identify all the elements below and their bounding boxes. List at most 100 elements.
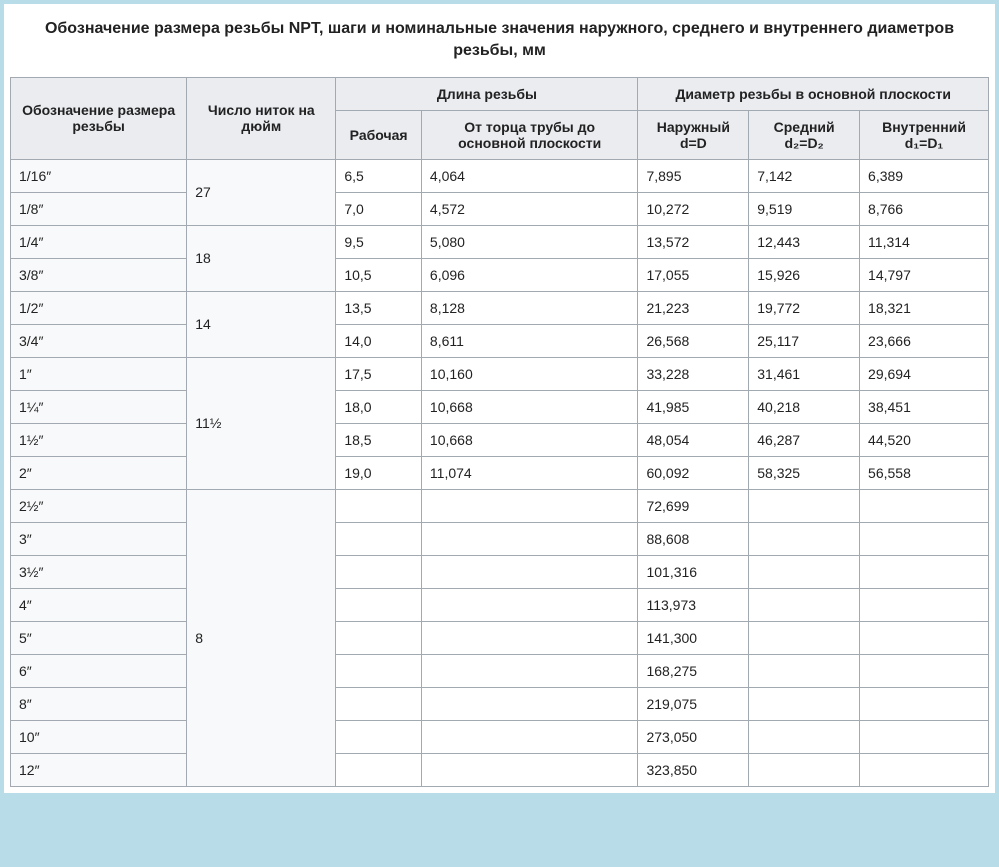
cell-d1: 6,389 (860, 159, 989, 192)
table-row: 12″323,850 (11, 753, 989, 786)
cell-d2: 19,772 (749, 291, 860, 324)
table-row: 4″ 113,973 (11, 588, 989, 621)
cell-face: 5,080 (421, 225, 638, 258)
table-row: 2″19,011,07460,09258,32556,558 (11, 456, 989, 489)
cell-d: 17,055 (638, 258, 749, 291)
table-row: 2½″872,699 (11, 489, 989, 522)
cell-tpi: 27 (187, 159, 336, 225)
cell-tpi: 14 (187, 291, 336, 357)
cell-work (336, 687, 422, 720)
table-header: Обозначение размера резьбы Число ниток н… (11, 77, 989, 159)
table-row: 3/4″14,08,61126,56825,11723,666 (11, 324, 989, 357)
cell-work: 13,5 (336, 291, 422, 324)
cell-d2 (749, 621, 860, 654)
cell-d1: 38,451 (860, 390, 989, 423)
cell-size: 1¼″ (11, 390, 187, 423)
cell-size: 1/16″ (11, 159, 187, 192)
cell-face: 10,668 (421, 390, 638, 423)
cell-work: 6,5 (336, 159, 422, 192)
cell-d2 (749, 687, 860, 720)
cell-d1 (860, 621, 989, 654)
cell-face (421, 522, 638, 555)
cell-work (336, 753, 422, 786)
cell-d1: 18,321 (860, 291, 989, 324)
table-caption: Обозначение размера резьбы NPT, шаги и н… (20, 18, 979, 63)
cell-d2: 9,519 (749, 192, 860, 225)
cell-size: 1/2″ (11, 291, 187, 324)
cell-work: 18,5 (336, 423, 422, 456)
cell-d1: 29,694 (860, 357, 989, 390)
cell-d2 (749, 522, 860, 555)
cell-d1: 44,520 (860, 423, 989, 456)
cell-d2: 15,926 (749, 258, 860, 291)
header-size: Обозначение размера резьбы (11, 77, 187, 159)
cell-d: 273,050 (638, 720, 749, 753)
cell-size: 4″ (11, 588, 187, 621)
cell-tpi: 18 (187, 225, 336, 291)
cell-d2: 12,443 (749, 225, 860, 258)
cell-face (421, 654, 638, 687)
cell-d: 168,275 (638, 654, 749, 687)
table-row: 1/4″189,55,08013,57212,44311,314 (11, 225, 989, 258)
table-row: 3/8″10,56,09617,05515,92614,797 (11, 258, 989, 291)
cell-size: 2″ (11, 456, 187, 489)
cell-d: 60,092 (638, 456, 749, 489)
cell-work (336, 522, 422, 555)
table-body: 1/16″276,54,0647,8957,1426,3891/8″7,04,5… (11, 159, 989, 786)
cell-d1: 23,666 (860, 324, 989, 357)
cell-d: 72,699 (638, 489, 749, 522)
cell-d: 48,054 (638, 423, 749, 456)
cell-d2 (749, 654, 860, 687)
cell-work: 18,0 (336, 390, 422, 423)
cell-d1 (860, 687, 989, 720)
cell-d1: 14,797 (860, 258, 989, 291)
cell-face (421, 588, 638, 621)
cell-face (421, 621, 638, 654)
cell-size: 8″ (11, 687, 187, 720)
table-row: 1/2″1413,58,12821,22319,77218,321 (11, 291, 989, 324)
cell-d: 113,973 (638, 588, 749, 621)
header-tpi: Число ниток на дюйм (187, 77, 336, 159)
cell-face (421, 687, 638, 720)
cell-face: 4,572 (421, 192, 638, 225)
cell-d1: 11,314 (860, 225, 989, 258)
cell-d: 88,608 (638, 522, 749, 555)
cell-d: 323,850 (638, 753, 749, 786)
cell-d1 (860, 489, 989, 522)
cell-size: 10″ (11, 720, 187, 753)
cell-face: 8,611 (421, 324, 638, 357)
cell-face (421, 720, 638, 753)
cell-size: 5″ (11, 621, 187, 654)
cell-face (421, 489, 638, 522)
table-row: 1″11½17,510,16033,22831,46129,694 (11, 357, 989, 390)
cell-work: 7,0 (336, 192, 422, 225)
cell-size: 3″ (11, 522, 187, 555)
cell-d: 10,272 (638, 192, 749, 225)
cell-d1: 56,558 (860, 456, 989, 489)
cell-work (336, 654, 422, 687)
cell-d1 (860, 522, 989, 555)
table-row: 3″ 88,608 (11, 522, 989, 555)
cell-d2: 40,218 (749, 390, 860, 423)
cell-face (421, 555, 638, 588)
cell-face: 8,128 (421, 291, 638, 324)
cell-d: 101,316 (638, 555, 749, 588)
cell-d: 21,223 (638, 291, 749, 324)
cell-work: 19,0 (336, 456, 422, 489)
table-row: 10″ 273,050 (11, 720, 989, 753)
cell-work: 14,0 (336, 324, 422, 357)
cell-d2 (749, 753, 860, 786)
cell-work (336, 621, 422, 654)
cell-work: 17,5 (336, 357, 422, 390)
header-diam-group: Диаметр резьбы в основной плоскости (638, 77, 989, 110)
cell-tpi: 11½ (187, 357, 336, 489)
header-outer: Наружный d=D (638, 110, 749, 159)
cell-face: 11,074 (421, 456, 638, 489)
cell-tpi: 8 (187, 489, 336, 786)
cell-d2 (749, 489, 860, 522)
cell-d: 26,568 (638, 324, 749, 357)
cell-d2 (749, 588, 860, 621)
table-row: 1½″18,510,66848,05446,28744,520 (11, 423, 989, 456)
cell-face: 10,668 (421, 423, 638, 456)
table-row: 6″168,275 (11, 654, 989, 687)
